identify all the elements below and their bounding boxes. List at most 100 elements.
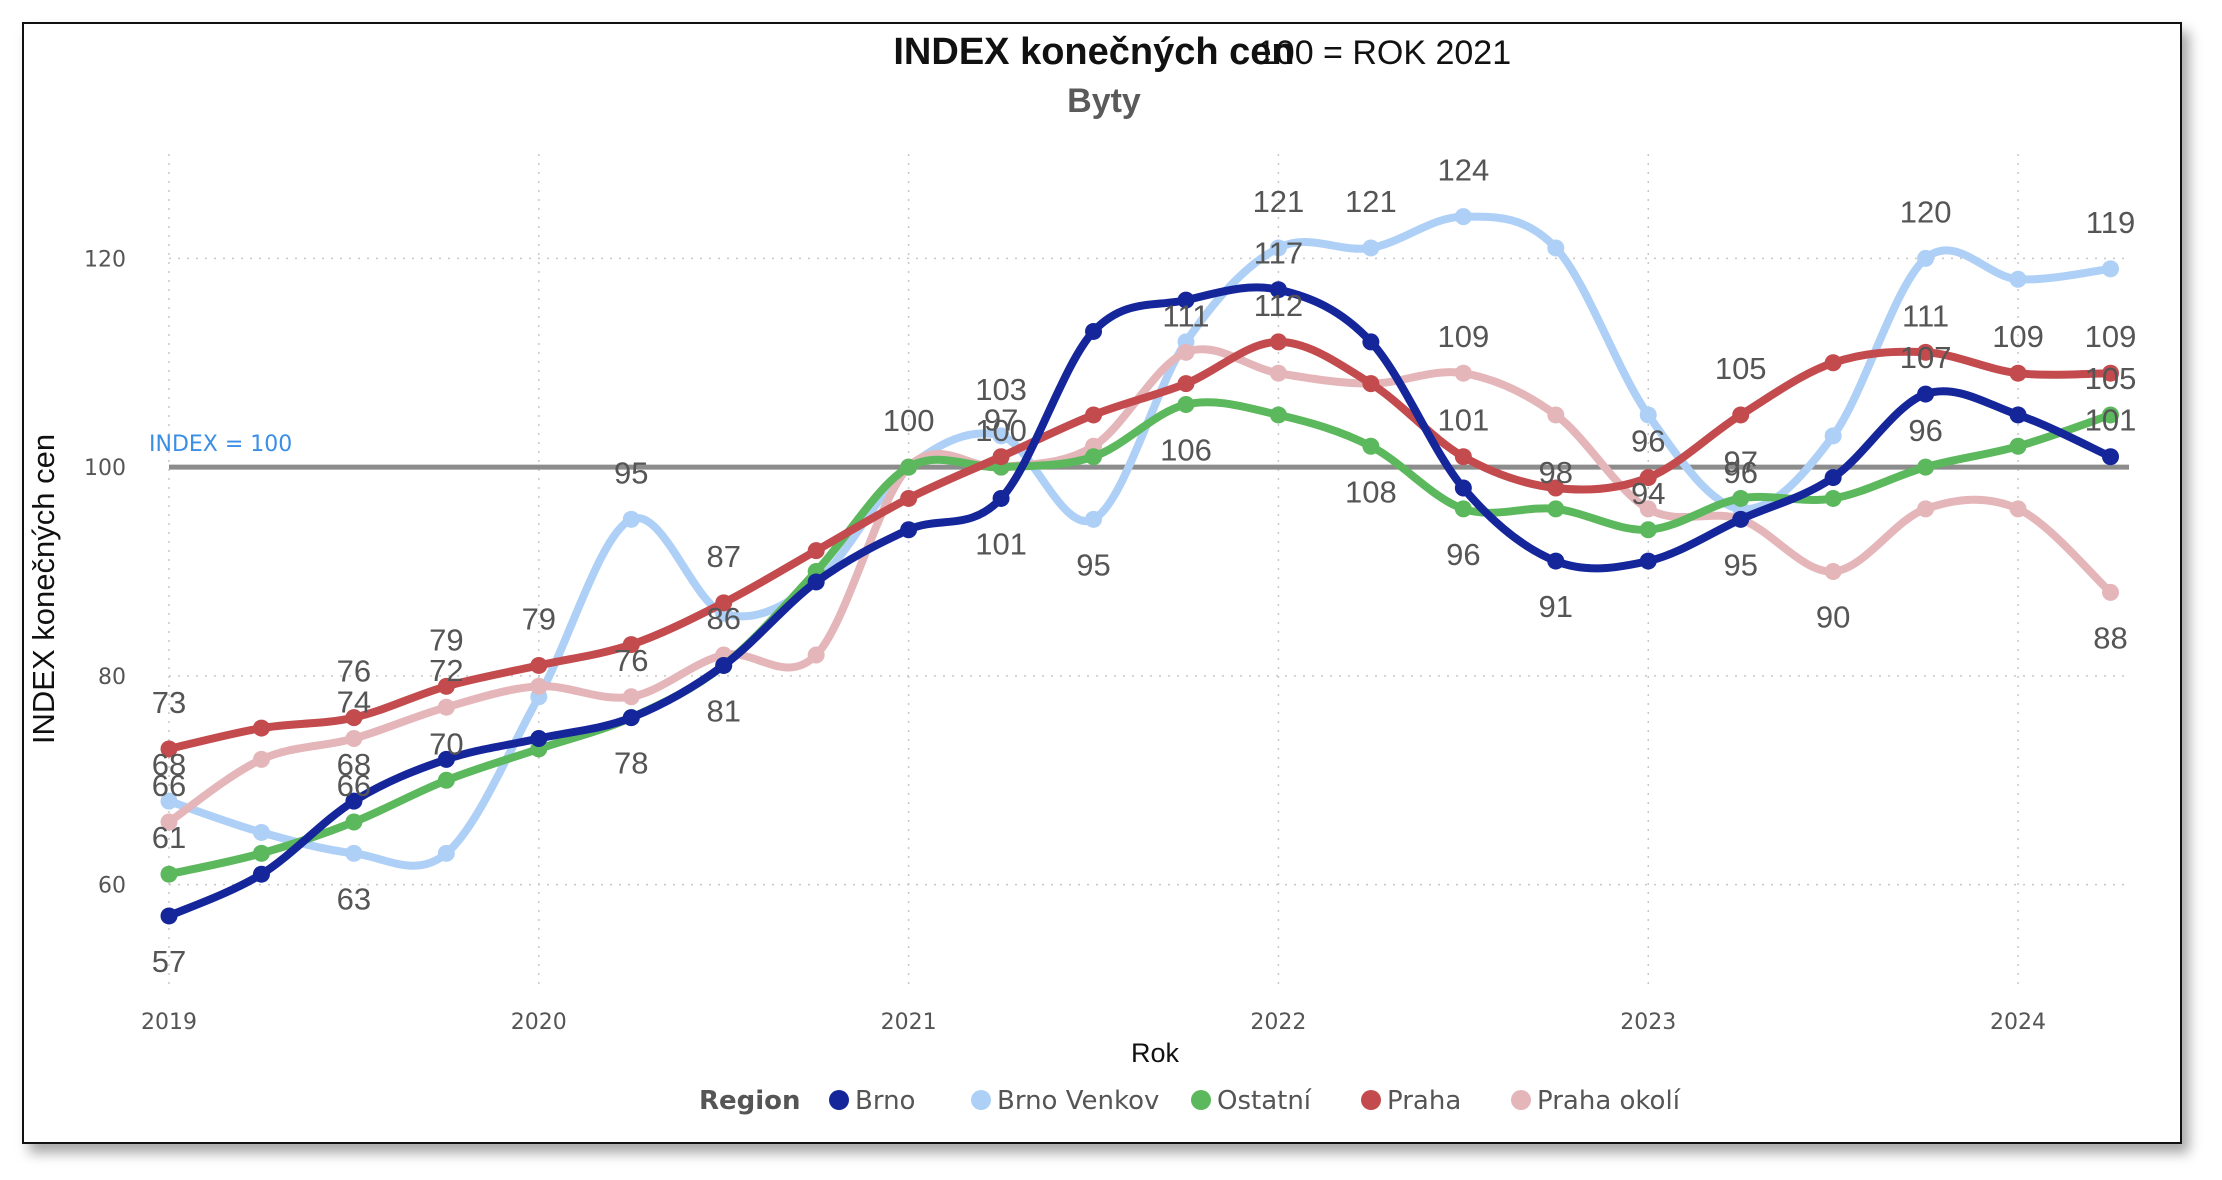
data-point-brno[interactable] [900,521,918,539]
data-point-praha[interactable] [437,677,455,695]
data-point-ostatni[interactable] [1269,406,1287,424]
data-point-praha[interactable] [715,594,733,612]
data-point-brno[interactable] [715,656,733,674]
data-point-praha-okoli[interactable] [1917,500,1935,518]
data-point-brno[interactable] [1917,385,1935,403]
data-point-ostatni[interactable] [1824,489,1842,507]
legend-item-brno-venkov[interactable]: Brno Venkov [971,1086,1159,1116]
data-point-brno[interactable] [1177,291,1195,309]
data-point-brno-venkov[interactable] [252,823,270,841]
data-point-ostatni[interactable] [1639,521,1657,539]
data-point-praha[interactable] [900,489,918,507]
data-point-praha[interactable] [807,542,825,560]
data-point-brno-venkov[interactable] [2102,260,2120,278]
data-point-praha-okoli[interactable] [2102,583,2120,601]
data-point-ostatni[interactable] [900,458,918,476]
data-point-brno[interactable] [622,709,640,727]
data-point-praha-okoli[interactable] [160,813,178,831]
data-point-brno-venkov[interactable] [1362,239,1380,257]
data-point-praha[interactable] [1085,406,1103,424]
data-point-ostatni[interactable] [1917,458,1935,476]
data-point-brno-venkov[interactable] [1824,427,1842,445]
data-point-ostatni[interactable] [1085,448,1103,466]
data-point-ostatni[interactable] [2102,406,2120,424]
data-point-praha-okoli[interactable] [252,750,270,768]
data-point-praha[interactable] [1824,354,1842,372]
data-point-praha-okoli[interactable] [437,698,455,716]
data-point-praha-okoli[interactable] [345,730,363,747]
data-point-ostatni[interactable] [252,844,270,862]
data-point-ostatni[interactable] [1177,396,1195,413]
data-point-praha-okoli[interactable] [807,646,825,664]
data-point-praha[interactable] [530,656,548,674]
data-point-ostatni[interactable] [1362,437,1380,455]
data-point-brno-venkov[interactable] [622,510,640,528]
data-point-praha[interactable] [1177,375,1195,393]
data-point-brno[interactable] [1547,552,1565,570]
data-point-praha[interactable] [1639,469,1657,487]
data-point-praha[interactable] [1917,343,1935,361]
data-point-praha-okoli[interactable] [622,688,640,706]
data-point-praha[interactable] [992,448,1010,466]
data-point-brno-venkov[interactable] [160,792,178,810]
data-point-brno[interactable] [2009,406,2027,424]
legend[interactable]: Region Brno Brno Venkov Ostatní Praha Praha o… [699,1086,1681,1116]
data-point-praha[interactable] [1454,448,1472,466]
data-point-brno[interactable] [530,730,548,747]
data-point-brno[interactable] [1085,322,1103,340]
data-point-ostatni[interactable] [2009,437,2027,455]
legend-item-praha-okoli[interactable]: Praha okolí [1511,1086,1681,1116]
data-point-praha[interactable] [1269,333,1287,351]
data-point-brno-venkov[interactable] [345,844,363,862]
y-tick-label: 120 [84,247,126,272]
data-point-praha-okoli[interactable] [1639,500,1657,518]
data-point-praha-okoli[interactable] [2009,500,2027,518]
data-point-praha-okoli[interactable] [1454,364,1472,382]
data-point-brno[interactable] [2102,448,2120,466]
data-point-praha[interactable] [345,709,363,727]
data-point-brno[interactable] [1824,469,1842,487]
data-point-ostatni[interactable] [160,865,178,883]
data-point-praha-okoli[interactable] [1824,563,1842,580]
data-point-ostatni[interactable] [1732,489,1750,507]
data-point-praha-okoli[interactable] [1269,364,1287,382]
data-point-brno-venkov[interactable] [1917,249,1935,267]
data-point-brno[interactable] [252,865,270,883]
data-point-praha[interactable] [2009,364,2027,382]
data-point-praha[interactable] [1362,375,1380,393]
data-point-brno-venkov[interactable] [437,844,455,862]
data-point-brno[interactable] [1732,510,1750,528]
data-point-brno-venkov[interactable] [1454,208,1472,226]
data-point-ostatni[interactable] [1454,500,1472,518]
data-point-brno-venkov[interactable] [992,427,1010,445]
legend-item-brno[interactable]: Brno [829,1086,915,1116]
data-point-brno[interactable] [807,573,825,591]
data-point-brno[interactable] [437,750,455,768]
data-point-praha-okoli[interactable] [530,677,548,695]
data-point-brno[interactable] [345,792,363,810]
data-point-brno-venkov[interactable] [2009,270,2027,288]
data-point-brno[interactable] [1362,333,1380,351]
data-point-praha-okoli[interactable] [1547,406,1565,424]
data-point-praha[interactable] [160,740,178,758]
data-point-praha[interactable] [1547,479,1565,497]
data-point-ostatni[interactable] [437,771,455,789]
data-point-ostatni[interactable] [1547,500,1565,518]
data-point-brno-venkov[interactable] [1269,239,1287,257]
data-point-praha-okoli[interactable] [1177,343,1195,361]
data-point-ostatni[interactable] [345,813,363,831]
data-point-brno[interactable] [992,489,1010,507]
data-point-brno-venkov[interactable] [1639,406,1657,424]
legend-item-ostatni[interactable]: Ostatní [1191,1086,1312,1116]
legend-item-praha[interactable]: Praha [1361,1086,1461,1116]
data-point-praha[interactable] [252,719,270,737]
data-point-brno-venkov[interactable] [1085,510,1103,528]
data-point-brno[interactable] [1639,552,1657,570]
data-point-praha[interactable] [622,636,640,654]
data-point-praha[interactable] [2102,364,2120,382]
data-point-brno[interactable] [1454,479,1472,497]
data-point-brno[interactable] [160,907,178,925]
data-point-praha[interactable] [1732,406,1750,424]
data-point-brno-venkov[interactable] [1547,239,1565,257]
data-point-brno[interactable] [1269,281,1287,299]
